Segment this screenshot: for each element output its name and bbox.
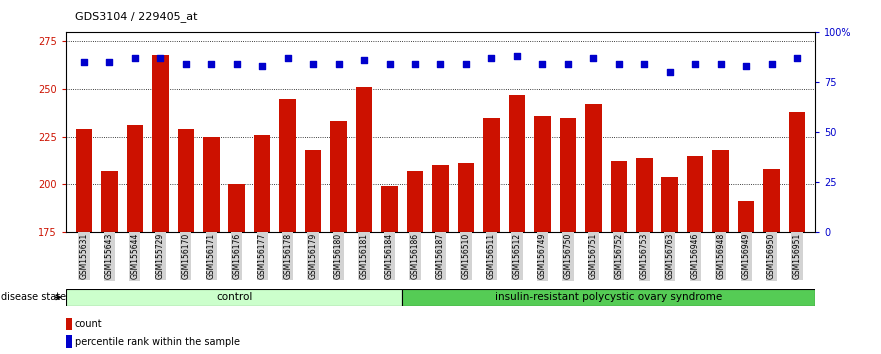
Text: GSM156949: GSM156949 [742,233,751,279]
Bar [483,118,500,354]
Text: GSM156951: GSM156951 [793,233,802,279]
Text: GSM156179: GSM156179 [308,233,318,279]
Point [230,61,244,67]
Text: GSM155644: GSM155644 [130,233,139,279]
Bar [534,116,551,354]
Text: insulin-resistant polycystic ovary syndrome: insulin-resistant polycystic ovary syndr… [495,292,722,302]
Text: GSM156171: GSM156171 [207,233,216,279]
Point [714,61,728,67]
Point [611,61,626,67]
Bar [127,125,143,354]
Bar [662,177,678,354]
Bar [738,201,754,354]
Bar [76,129,93,354]
Point [536,61,550,67]
Text: GSM156763: GSM156763 [665,233,674,279]
Text: GSM156753: GSM156753 [640,233,648,279]
Bar [611,161,627,354]
Text: control: control [216,292,252,302]
Bar [177,129,194,354]
Point [331,61,345,67]
Point [128,55,142,61]
Point [255,63,270,69]
Point [153,55,167,61]
Bar [152,55,168,354]
Point [561,61,575,67]
Point [408,61,422,67]
Text: GSM155643: GSM155643 [105,233,114,279]
Point [357,57,371,63]
Point [663,69,677,75]
Bar [66,318,71,330]
Text: GSM156948: GSM156948 [716,233,725,279]
Bar [763,169,780,354]
Bar [559,118,576,354]
Point [102,59,116,65]
Point [459,61,473,67]
Text: GSM156187: GSM156187 [436,233,445,279]
Bar [788,112,805,354]
Text: GSM156752: GSM156752 [614,233,623,279]
Text: GSM156950: GSM156950 [767,233,776,279]
Text: GSM156512: GSM156512 [513,233,522,279]
Point [204,61,218,67]
Text: GSM156750: GSM156750 [563,233,573,279]
Text: percentile rank within the sample: percentile rank within the sample [75,337,240,347]
Text: GSM155631: GSM155631 [79,233,88,279]
Text: GSM156180: GSM156180 [334,233,343,279]
Text: GSM156510: GSM156510 [462,233,470,279]
Bar [101,171,118,354]
Bar [356,87,373,354]
Bar [203,137,219,354]
Text: GSM156186: GSM156186 [411,233,419,279]
Bar [279,98,296,354]
Point [765,61,779,67]
Text: GSM156184: GSM156184 [385,233,394,279]
Bar [636,158,653,354]
Text: GSM156170: GSM156170 [181,233,190,279]
Point [739,63,753,69]
Text: GSM155729: GSM155729 [156,233,165,279]
Bar [66,289,403,306]
Text: GSM156176: GSM156176 [233,233,241,279]
Point [179,61,193,67]
Point [382,61,396,67]
Bar [508,95,525,354]
Bar [330,121,347,354]
Point [586,55,600,61]
Bar [254,135,270,354]
Text: disease state: disease state [1,292,66,302]
Text: GSM156178: GSM156178 [283,233,292,279]
Bar [381,186,398,354]
Bar [228,184,245,354]
Bar [713,150,729,354]
Point [433,61,448,67]
Text: GSM156511: GSM156511 [487,233,496,279]
Point [485,55,499,61]
Point [510,53,524,59]
Point [77,59,91,65]
Bar [407,171,423,354]
Text: GSM156946: GSM156946 [691,233,700,279]
Point [790,55,804,61]
Bar [66,335,71,348]
Text: GSM156751: GSM156751 [589,233,598,279]
Text: GSM156177: GSM156177 [258,233,267,279]
Point [281,55,295,61]
Point [688,61,702,67]
Bar [403,289,815,306]
Bar [458,163,474,354]
Text: GSM156181: GSM156181 [359,233,368,279]
Bar [585,104,602,354]
Point [637,61,651,67]
Bar [433,165,448,354]
Bar [687,156,704,354]
Point [306,61,320,67]
Bar [305,150,322,354]
Text: count: count [75,319,102,329]
Text: GSM156749: GSM156749 [538,233,547,279]
Text: GDS3104 / 229405_at: GDS3104 / 229405_at [75,11,197,22]
